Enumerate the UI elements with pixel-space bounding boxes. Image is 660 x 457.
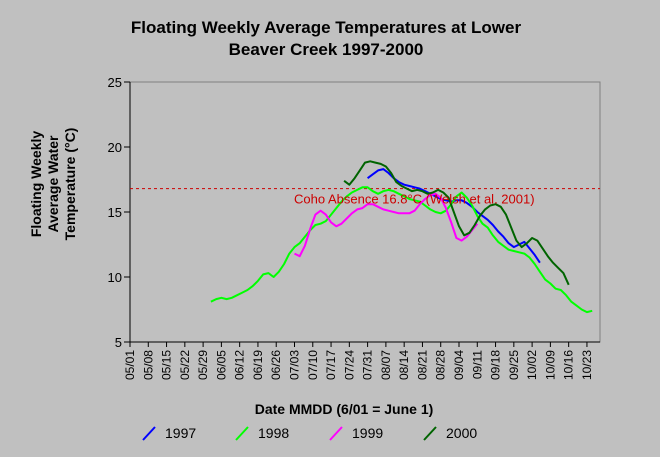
- x-tick-label: 07/31: [361, 350, 375, 380]
- x-tick-label: 05/15: [160, 350, 174, 380]
- x-tick-label: 06/12: [233, 350, 247, 380]
- series-line-1997: [367, 168, 541, 264]
- series-line-2000: [343, 160, 570, 286]
- y-axis-label-line-2: Average Water: [45, 135, 61, 233]
- series-lines: [210, 160, 593, 314]
- y-axis-label-line-1: Floating Weekly: [28, 131, 44, 238]
- x-tick-label: 09/18: [489, 350, 503, 380]
- y-tick-label: 25: [108, 75, 122, 90]
- x-tick-label: 09/11: [470, 350, 484, 379]
- y-tick-label: 5: [115, 335, 122, 350]
- x-tick-label: 05/01: [123, 350, 137, 380]
- y-tick-label: 10: [108, 270, 122, 285]
- x-tick-label: 10/16: [562, 350, 576, 380]
- x-tick-label: 10/23: [580, 350, 594, 380]
- legend-label-1999: 1999: [352, 425, 383, 441]
- y-axis-label-line-3: Temperature (°C): [62, 128, 78, 241]
- x-tick-label: 08/28: [434, 350, 448, 380]
- legend: 1997 1998 1999 2000: [142, 425, 477, 441]
- x-tick-label: 06/05: [214, 350, 228, 380]
- legend-swatch-2000: [423, 426, 437, 441]
- series-line-1999: [294, 192, 479, 258]
- legend-label-2000: 2000: [446, 425, 477, 441]
- x-tick-label: 06/19: [251, 350, 265, 380]
- x-tick-label: 07/17: [324, 350, 338, 380]
- series-line-1998: [210, 186, 593, 314]
- x-tick-label: 05/29: [196, 350, 210, 380]
- legend-label-1997: 1997: [165, 425, 196, 441]
- x-tick-label: 05/22: [178, 350, 192, 380]
- x-tick-label: 06/26: [269, 350, 283, 380]
- x-tick-label: 09/04: [452, 350, 466, 380]
- x-tick-label: 07/10: [306, 350, 320, 380]
- x-axis-label: Date MMDD (6/01 = June 1): [255, 401, 434, 417]
- chart-title-line-2: Beaver Creek 1997-2000: [229, 40, 424, 59]
- x-tick-label: 08/14: [397, 350, 411, 380]
- x-tick-label: 10/02: [525, 350, 539, 380]
- x-tick-label: 07/03: [288, 350, 302, 380]
- y-tick-label: 20: [108, 140, 122, 155]
- plot-area: [129, 81, 601, 343]
- coho-absence-reference-label: Coho Absence 16.8°C (Welsh et al. 2001): [294, 192, 535, 207]
- y-ticks: 5 10 15 20 25: [108, 75, 130, 350]
- y-tick-label: 15: [108, 205, 122, 220]
- x-tick-label: 08/21: [415, 350, 429, 380]
- x-tick-label: 09/25: [507, 350, 521, 380]
- chart-title-line-1: Floating Weekly Average Temperatures at …: [131, 18, 522, 37]
- legend-swatch-1997: [142, 426, 156, 441]
- x-tick-label: 07/24: [342, 350, 356, 380]
- legend-swatch-1998: [235, 426, 249, 441]
- x-tick-label: 05/08: [141, 350, 155, 380]
- x-tick-label: 10/09: [543, 350, 557, 380]
- x-ticks: 05/01 05/08 05/15 05/22 05/29 06/05 06/12 06/19…: [123, 342, 594, 380]
- legend-swatch-1999: [329, 426, 343, 441]
- x-tick-label: 08/07: [379, 350, 393, 380]
- legend-label-1998: 1998: [258, 425, 289, 441]
